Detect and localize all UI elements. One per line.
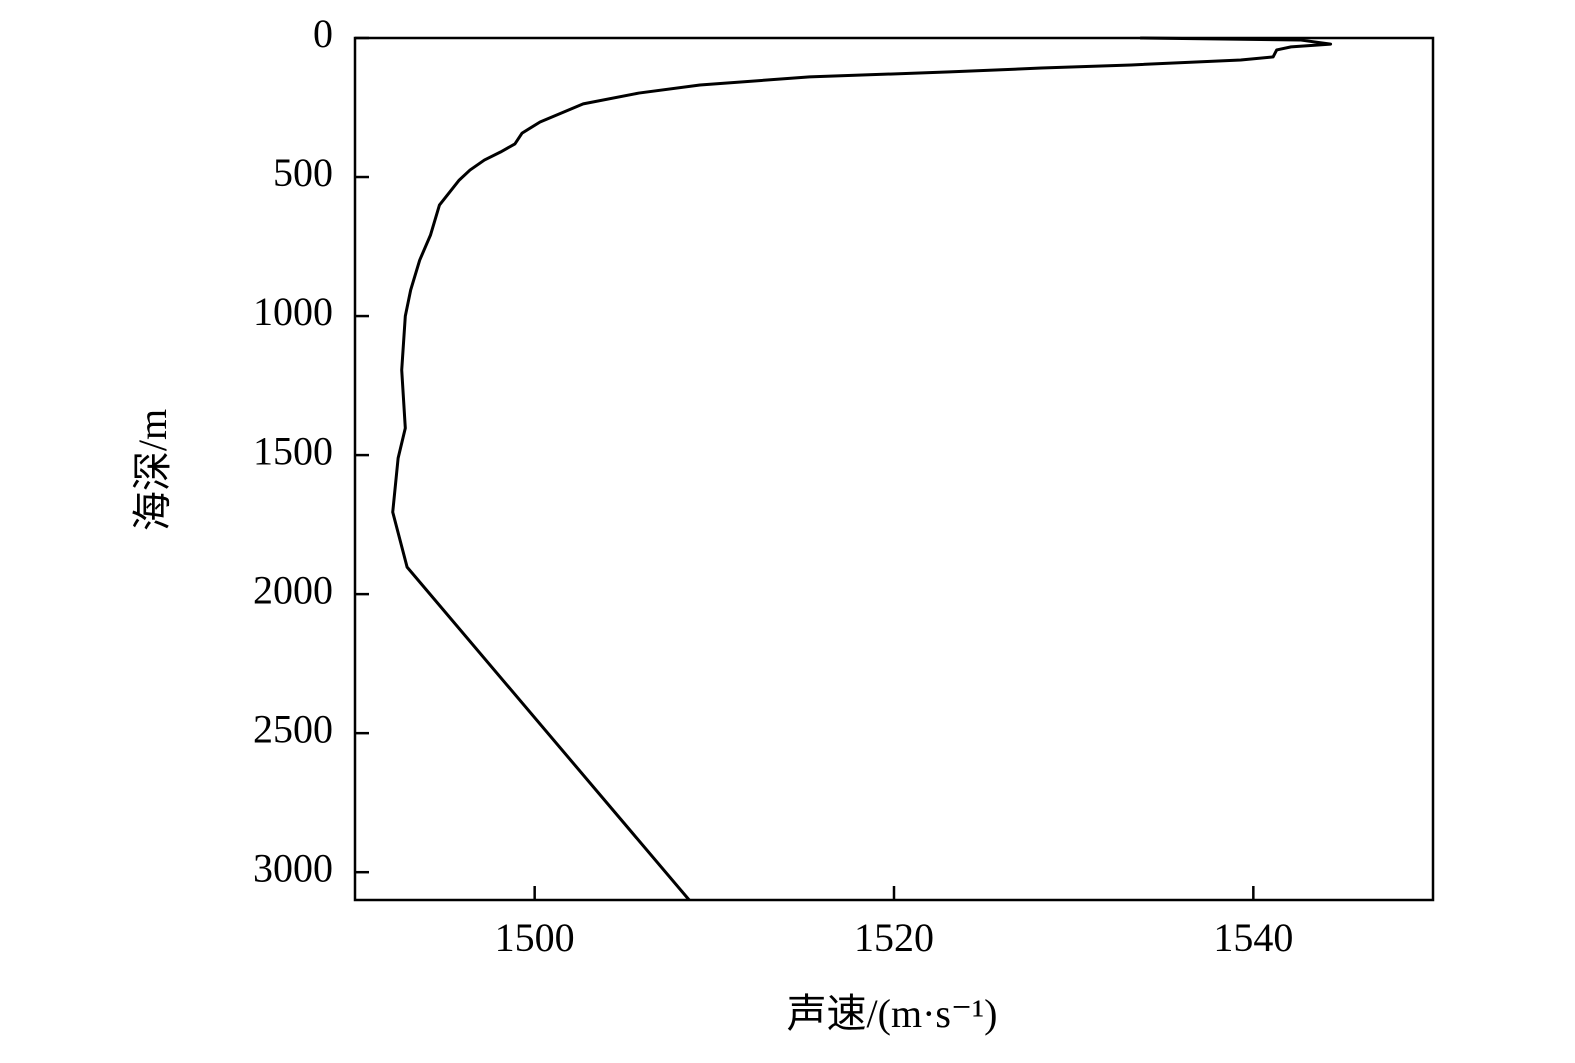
x-tick-label: 1540 (1213, 915, 1293, 960)
y-tick-label: 2500 (253, 706, 333, 751)
x-axis-label: 声速/(m·s⁻¹) (787, 991, 998, 1036)
y-tick-label: 500 (273, 150, 333, 195)
x-tick-label: 1520 (854, 915, 934, 960)
y-tick-label: 1000 (253, 289, 333, 334)
y-tick-label: 3000 (253, 845, 333, 890)
y-tick-label: 0 (313, 11, 333, 56)
y-axis-label: 海深/m (130, 409, 175, 531)
y-tick-label: 1500 (253, 428, 333, 473)
y-tick-label: 2000 (253, 567, 333, 612)
plot-frame (353, 36, 1435, 902)
x-tick-label: 1500 (495, 915, 575, 960)
profile-line (391, 36, 1333, 901)
